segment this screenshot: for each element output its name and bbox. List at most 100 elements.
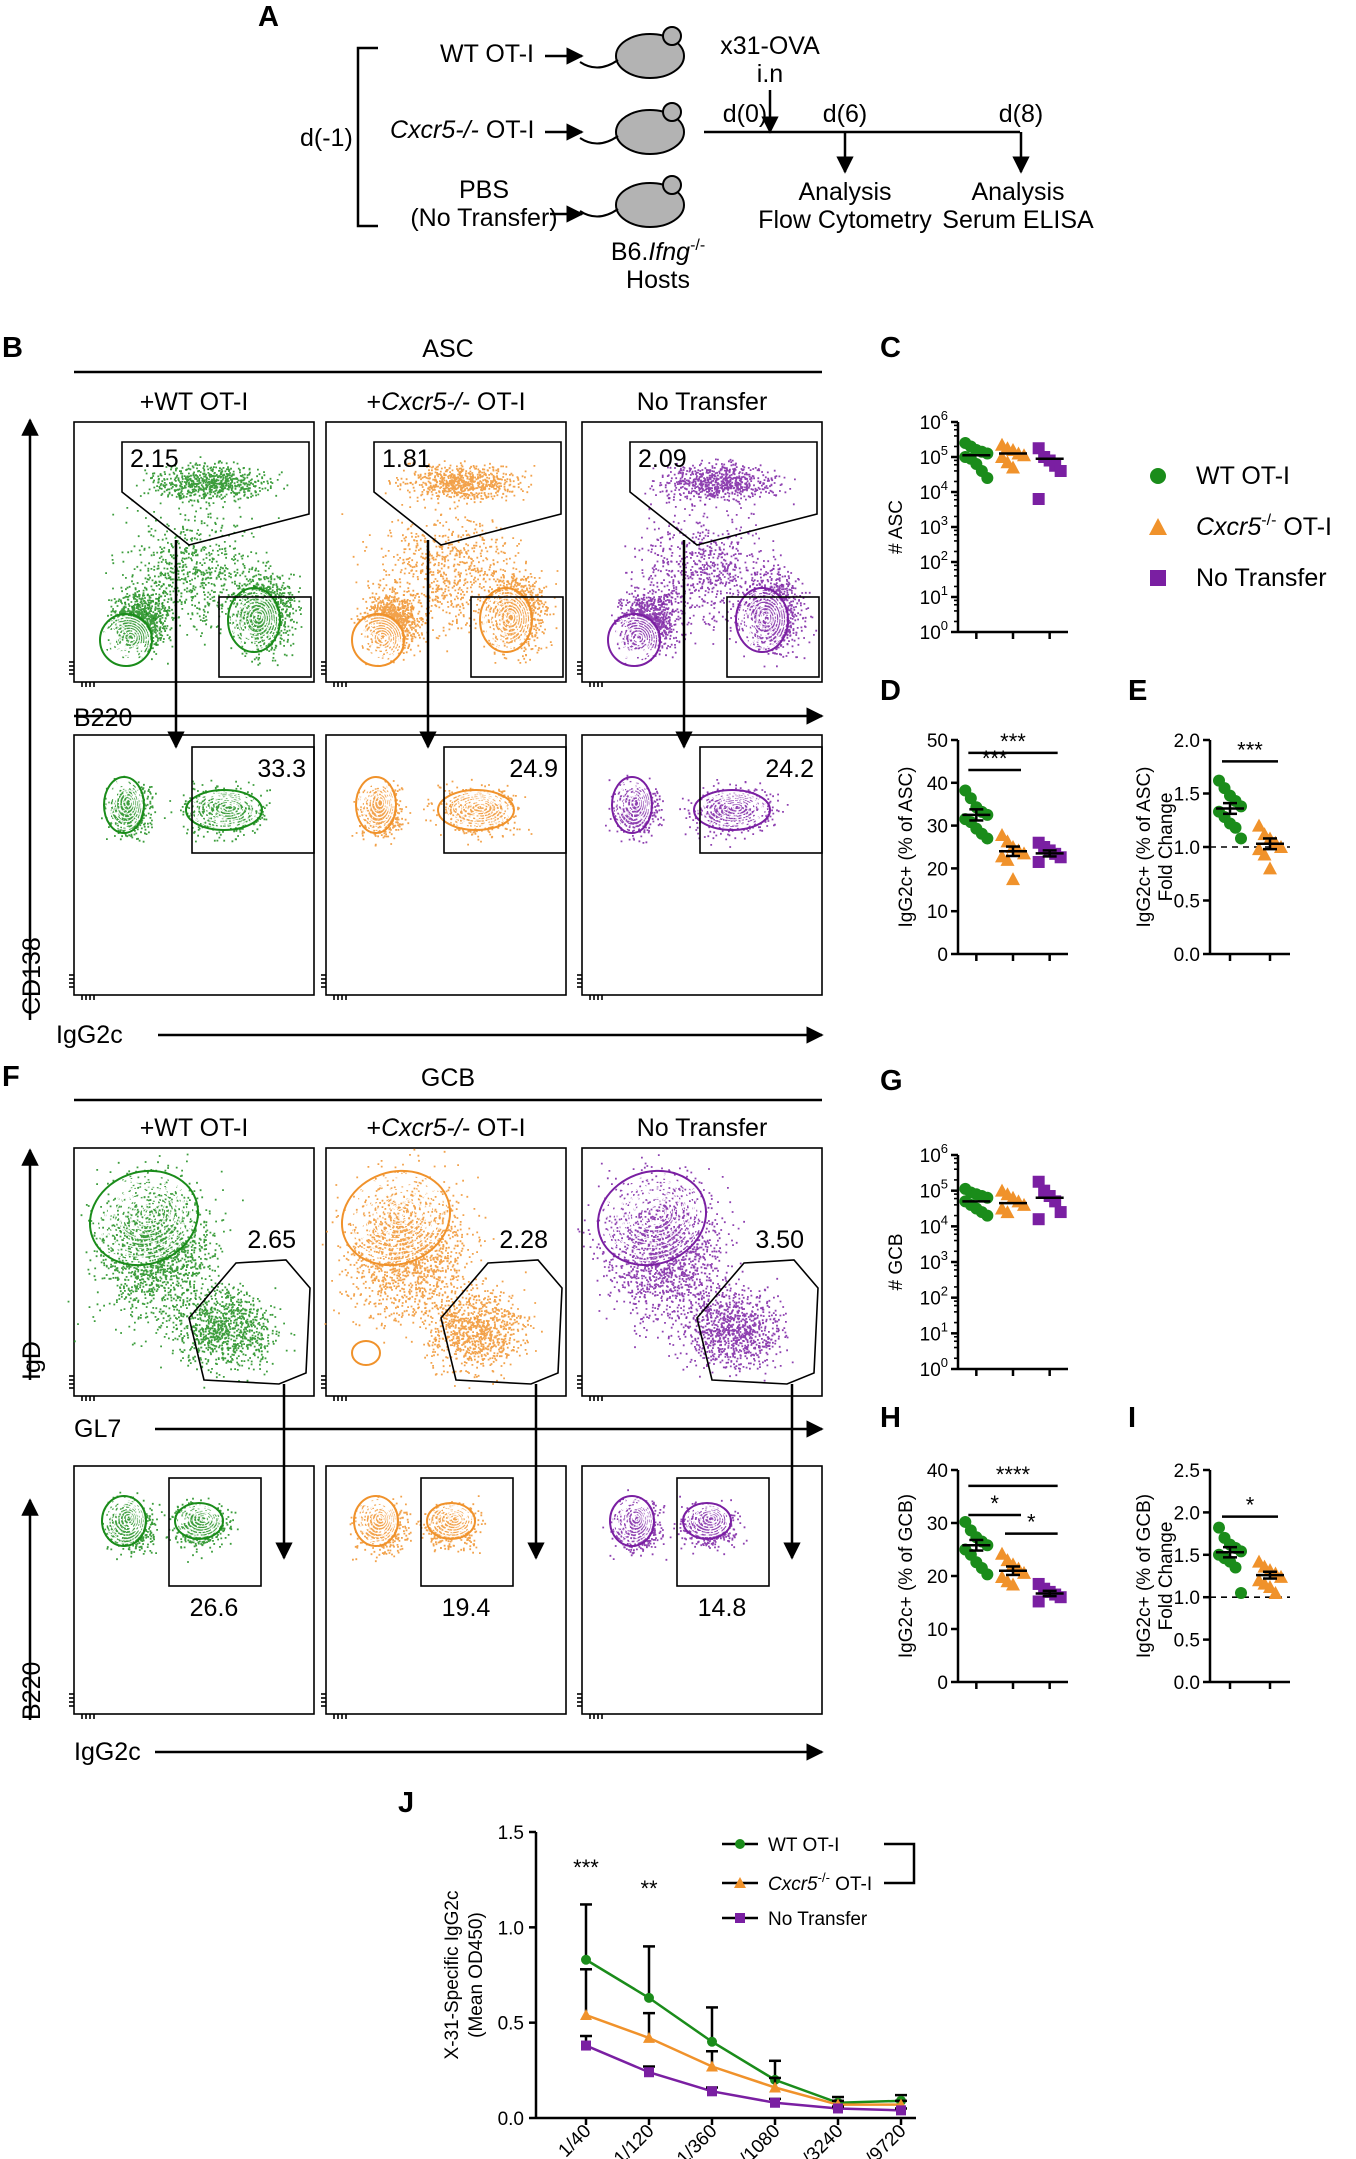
asc-contour-lo (635, 634, 643, 642)
asc-igg2c-neg-contour (611, 776, 653, 834)
j-x-tick-label: 1/3240 (792, 2121, 848, 2159)
y-tick-label: 20 (927, 1567, 948, 1588)
data-point (959, 1515, 972, 1528)
j-data-point (769, 2081, 781, 2093)
gcb-bulk-dots (67, 1153, 244, 1348)
gcb-naive-contour (88, 1169, 200, 1267)
asc-igg2c-pos-contour (731, 804, 742, 811)
y-tick-label: 0.0 (1174, 1673, 1200, 1694)
asc-plasma-gate (373, 441, 562, 546)
virus-label: x31-OVA (720, 32, 820, 60)
gcb-igg2c-pos-contour (429, 1504, 474, 1538)
y-axis-label-1: IgG2c+ (% of GCB) (1134, 1494, 1155, 1658)
y-tick-exp: 4 (941, 1212, 948, 1227)
donor-pbs-label: PBS (459, 176, 509, 204)
y-tick-exp: 6 (941, 1141, 948, 1156)
gcb-gate-value: 2.65 (247, 1226, 296, 1254)
asc-igg2c-gate (443, 746, 567, 854)
y-tick-base: 10 (920, 1324, 941, 1345)
asc-igg2c-neg-contour (633, 798, 640, 808)
data-point (1257, 847, 1272, 861)
panel-letter-j: J (398, 1787, 414, 1819)
gcb-naive-contour (114, 1187, 179, 1244)
y-tick-base: 10 (920, 1253, 941, 1274)
y-tick-base: 10 (920, 588, 941, 609)
j-y-axis-label-2: (Mean OD450) (466, 1912, 487, 2038)
asc-contour-hi (763, 613, 771, 622)
asc-igg2c-gate-value: 33.3 (257, 755, 306, 783)
asc-igg2c-pos-contour (702, 793, 764, 826)
asc-contour-lo (624, 626, 650, 651)
j-x-tick-label: 1/360 (673, 2121, 721, 2159)
asc-contour-lo (375, 631, 389, 645)
gcb-igg2c-pos-contour (447, 1514, 462, 1525)
asc-b220hi-dots (730, 554, 818, 668)
legend-cxcr5-tail: OT-I (1276, 513, 1332, 541)
asc-igg2c-pos-contour (471, 802, 490, 813)
y-tick-exp: 0 (941, 618, 948, 633)
j-data-point (770, 2097, 780, 2108)
y-tick-label: 1.0 (1174, 838, 1200, 859)
j-legend-label: WT OT-I (768, 1835, 839, 1856)
j-data-point (580, 2009, 592, 2021)
panel-letter-h: H (880, 1402, 901, 1434)
gcb-naive-contour (596, 1169, 708, 1267)
gcb-small-contour (361, 1346, 375, 1358)
gcb-naive-contour (612, 1180, 695, 1253)
gcb-igg2c-pos-contour (433, 1506, 471, 1535)
asc-contour-hi (255, 613, 263, 622)
y-tick-label: 101 (920, 1319, 948, 1345)
y-tick-label: 2.5 (1174, 1461, 1200, 1482)
asc-top-frame (581, 421, 823, 683)
data-point (995, 1546, 1009, 1560)
data-point (1032, 855, 1045, 868)
y-tick-base: 10 (920, 448, 941, 469)
gcb-igg2c-neg-dots (102, 1491, 163, 1561)
gcb-igg2c-pos-contour (682, 1502, 732, 1540)
mouse-ear-icon (662, 175, 682, 195)
gcb-gl7-dots (667, 1265, 794, 1382)
data-point (1229, 821, 1242, 834)
data-point (1017, 1197, 1031, 1211)
asc-igg2c-pos-contour (707, 795, 760, 824)
asc-igg2c-pos-contour (442, 791, 512, 829)
asc-contour-hi (479, 587, 533, 653)
y-tick-base: 10 (920, 1289, 941, 1310)
j-x-tick-label: 1/120 (610, 2121, 658, 2159)
data-point (981, 1568, 994, 1581)
y-tick-base: 10 (920, 518, 941, 539)
asc-contour-lo (354, 615, 403, 664)
asc-contour-hi (759, 610, 773, 626)
host-gene: Ifng (648, 238, 690, 266)
asc-bottom-plot-0: 33.3 (69, 734, 315, 1000)
asc-contour-lo (379, 634, 387, 642)
mouse-body-icon (615, 109, 685, 155)
panel-letter-i: I (1128, 1402, 1136, 1434)
day-8-label: d(8) (999, 100, 1043, 128)
y-axis-label: IgG2c+ (% of GCB) (896, 1494, 917, 1658)
gcb-naive-contour (129, 1197, 167, 1231)
asc-contour-lo (617, 621, 654, 658)
asc-igg2c-neg-contour (629, 795, 642, 811)
asc-top-plot-0: 2.15 (69, 421, 315, 749)
gcb-igg2c-gate (676, 1477, 770, 1587)
y-tick-label: 2.0 (1174, 1503, 1200, 1524)
j-data-point (706, 2060, 718, 2072)
asc-igg2c-gate-value: 24.2 (765, 755, 814, 783)
asc-contour-lo (614, 618, 657, 661)
gcb-gl7-dots (160, 1269, 296, 1389)
y-tick-label: 106 (920, 408, 948, 434)
y-tick-label: 104 (920, 1212, 948, 1238)
asc-contour-lo (372, 628, 391, 648)
gcb-col-header-1-gene: Cxcr5-/- (381, 1114, 470, 1142)
asc-contour-hi (742, 593, 785, 645)
gcb-igg2c-neg-contour (633, 1515, 640, 1523)
gl7-axis-label: GL7 (74, 1415, 121, 1443)
asc-igg2c-pos-dots (679, 779, 789, 848)
asc-contour-lo (123, 631, 137, 645)
y-tick-label: 105 (920, 1177, 948, 1203)
asc-col-header-1-pre: + (366, 388, 381, 416)
y-tick-base: 10 (920, 1360, 941, 1381)
day-0-label: d(0) (723, 100, 767, 128)
